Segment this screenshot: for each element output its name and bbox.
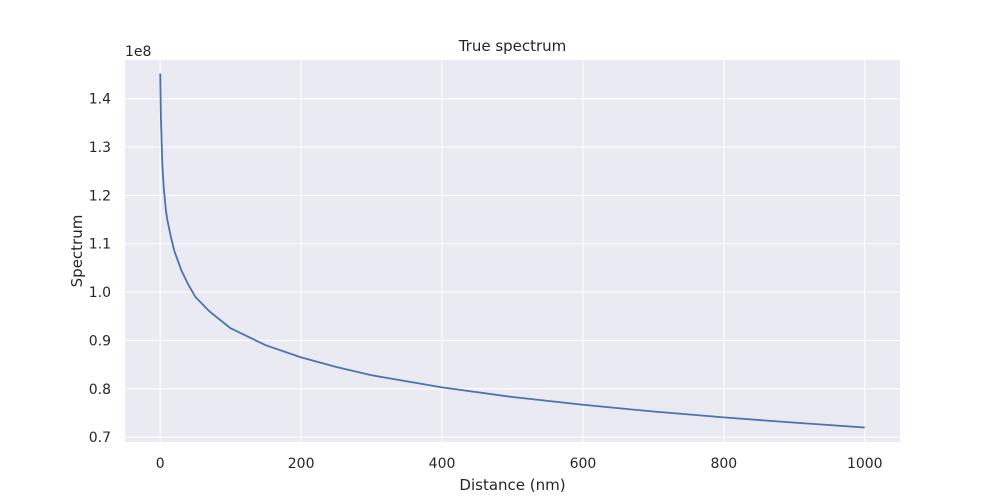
x-tick-labels: 0 200 400 600 800 1000 xyxy=(156,456,883,472)
y-tick-label: 1.2 xyxy=(89,188,111,204)
x-tick-label: 1000 xyxy=(847,456,883,472)
series-line xyxy=(159,73,865,429)
x-tick-label: 0 xyxy=(156,456,165,472)
y-tick-label: 1.3 xyxy=(89,140,111,156)
x-tick-label: 600 xyxy=(570,456,597,472)
y-tick-label: 1.4 xyxy=(89,92,111,108)
series-group xyxy=(159,73,865,429)
y-tick-labels: 0.7 0.8 0.9 1.0 1.1 1.2 1.3 1.4 xyxy=(89,92,111,446)
x-tick-label: 800 xyxy=(710,456,737,472)
y-tick-label: 1.1 xyxy=(89,237,111,253)
y-tick-label: 1.0 xyxy=(89,285,111,301)
x-gridlines xyxy=(159,60,866,442)
x-axis-label: Distance (nm) xyxy=(459,476,565,494)
y-tick-label: 0.8 xyxy=(89,382,111,398)
plot-background xyxy=(125,60,900,442)
x-tick-label: 400 xyxy=(429,456,456,472)
y-gridlines xyxy=(125,98,900,438)
y-axis-label: Spectrum xyxy=(68,215,86,288)
y-offset-label: 1e8 xyxy=(125,44,151,60)
y-tick-label: 0.9 xyxy=(89,333,111,349)
chart-title: True spectrum xyxy=(458,37,567,55)
y-tick-label: 0.7 xyxy=(89,430,111,446)
x-tick-label: 200 xyxy=(288,456,315,472)
